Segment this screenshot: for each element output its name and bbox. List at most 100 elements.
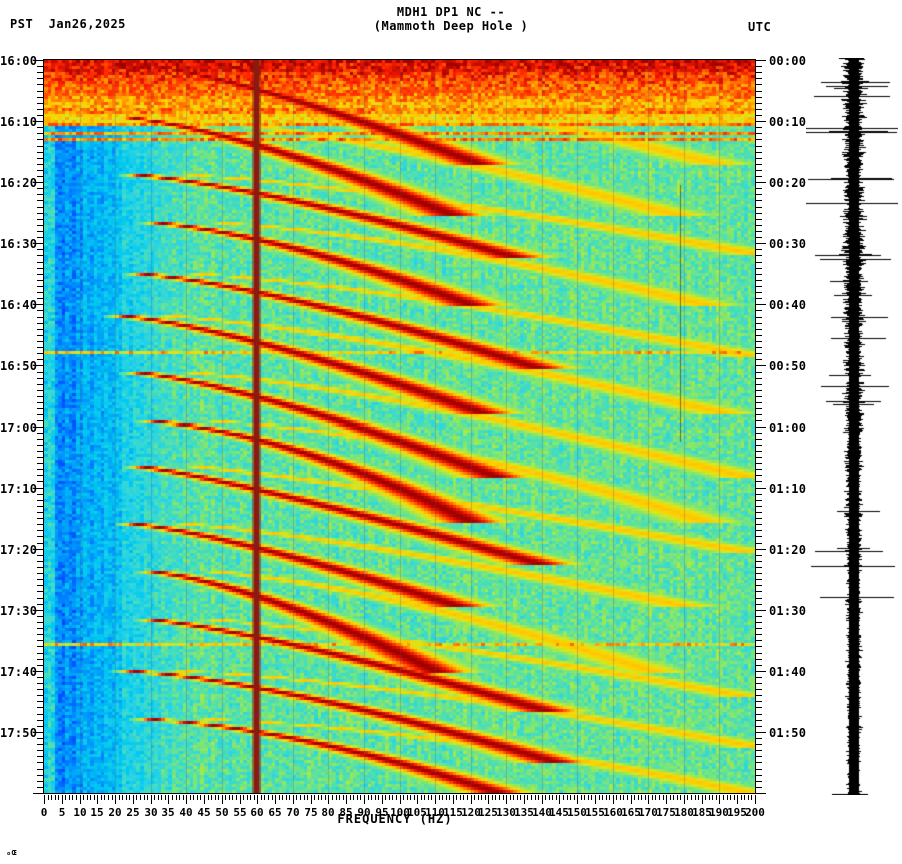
tick-utc bbox=[756, 555, 762, 556]
tick-pst bbox=[37, 659, 43, 660]
tick-pst bbox=[37, 213, 43, 214]
tick-utc bbox=[756, 323, 762, 324]
tick-frequency bbox=[659, 795, 660, 800]
tick-frequency bbox=[325, 795, 326, 800]
tick-label-frequency: 155 bbox=[585, 806, 605, 819]
tick-utc bbox=[756, 146, 762, 147]
tick-pst bbox=[37, 158, 43, 159]
tick-utc bbox=[756, 390, 762, 391]
header-left-timezone-date: PST Jan26,2025 bbox=[10, 17, 126, 31]
tick-label-frequency: 95 bbox=[375, 806, 389, 819]
tick-utc bbox=[756, 518, 762, 519]
tick-frequency bbox=[602, 795, 603, 800]
tick-label-frequency: 180 bbox=[674, 806, 694, 819]
tick-pst bbox=[37, 249, 43, 250]
tick-frequency bbox=[72, 795, 73, 800]
tick-frequency bbox=[567, 795, 568, 800]
tick-frequency bbox=[535, 795, 536, 800]
tick-pst bbox=[37, 219, 43, 220]
tick-utc bbox=[756, 335, 762, 336]
tick-frequency bbox=[115, 795, 116, 804]
tick-pst bbox=[37, 781, 43, 782]
tick-frequency bbox=[382, 795, 383, 804]
tick-pst bbox=[37, 769, 43, 770]
tick-utc bbox=[756, 646, 762, 647]
tick-label-frequency: 5 bbox=[58, 806, 66, 819]
header-timezone-utc: UTC bbox=[748, 20, 772, 34]
tick-pst bbox=[37, 744, 43, 745]
tick-frequency bbox=[734, 795, 735, 800]
tick-label-frequency: 145 bbox=[549, 806, 569, 819]
tick-frequency bbox=[357, 795, 358, 800]
tick-frequency bbox=[350, 795, 351, 800]
spectrogram-canvas bbox=[44, 60, 755, 793]
tick-frequency bbox=[520, 795, 521, 800]
tick-frequency bbox=[428, 795, 429, 800]
tick-utc bbox=[756, 756, 762, 757]
tick-utc bbox=[756, 500, 762, 501]
tick-frequency bbox=[570, 795, 571, 800]
tick-pst bbox=[37, 390, 43, 391]
tick-utc bbox=[756, 78, 762, 79]
tick-frequency bbox=[577, 795, 578, 804]
tick-label-utc: 01:00 bbox=[769, 421, 807, 435]
tick-pst bbox=[37, 555, 43, 556]
tick-utc bbox=[756, 445, 762, 446]
tick-utc bbox=[756, 365, 766, 366]
axis-left-line bbox=[43, 60, 44, 794]
tick-frequency bbox=[641, 795, 642, 800]
tick-pst bbox=[37, 543, 43, 544]
tick-frequency bbox=[222, 795, 223, 804]
tick-frequency bbox=[396, 795, 397, 800]
tick-frequency bbox=[76, 795, 77, 800]
tick-utc bbox=[756, 84, 762, 85]
tick-pst bbox=[37, 714, 43, 715]
tick-frequency bbox=[463, 795, 464, 800]
tick-label-utc: 00:50 bbox=[769, 359, 807, 373]
tick-utc bbox=[756, 732, 766, 733]
tick-frequency bbox=[670, 795, 671, 800]
tick-utc bbox=[756, 152, 762, 153]
page-title: MDH1 DP1 NC -- bbox=[396, 5, 506, 19]
tick-pst bbox=[37, 439, 43, 440]
tick-utc bbox=[756, 139, 762, 140]
tick-frequency bbox=[439, 795, 440, 800]
tick-utc bbox=[756, 659, 762, 660]
tick-frequency bbox=[119, 795, 120, 800]
tick-utc bbox=[756, 750, 762, 751]
tick-frequency bbox=[197, 795, 198, 800]
tick-frequency bbox=[716, 795, 717, 800]
tick-frequency bbox=[400, 795, 401, 804]
tick-pst bbox=[37, 255, 43, 256]
tick-frequency bbox=[261, 795, 262, 800]
tick-pst bbox=[37, 787, 43, 788]
tick-pst bbox=[37, 604, 43, 605]
tick-pst bbox=[37, 274, 43, 275]
tick-pst bbox=[37, 200, 43, 201]
tick-pst bbox=[37, 323, 43, 324]
tick-pst bbox=[37, 646, 43, 647]
tick-frequency bbox=[101, 795, 102, 800]
tick-utc bbox=[756, 103, 762, 104]
tick-pst bbox=[37, 457, 43, 458]
tick-frequency bbox=[527, 795, 528, 800]
tick-frequency bbox=[691, 795, 692, 800]
tick-frequency bbox=[108, 795, 109, 800]
tick-utc bbox=[756, 744, 762, 745]
tick-pst bbox=[37, 530, 43, 531]
tick-pst bbox=[37, 481, 43, 482]
tick-pst bbox=[37, 298, 43, 299]
tick-frequency bbox=[712, 795, 713, 800]
tick-frequency bbox=[254, 795, 255, 800]
tick-label-pst: 16:50 bbox=[0, 359, 38, 373]
tick-frequency bbox=[609, 795, 610, 800]
tick-utc bbox=[756, 573, 762, 574]
tick-utc bbox=[756, 762, 762, 763]
tick-frequency bbox=[186, 795, 187, 804]
tick-frequency bbox=[332, 795, 333, 800]
tick-utc bbox=[756, 402, 762, 403]
tick-pst bbox=[37, 103, 43, 104]
tick-frequency bbox=[296, 795, 297, 800]
tick-utc bbox=[756, 475, 762, 476]
tick-utc bbox=[756, 469, 762, 470]
